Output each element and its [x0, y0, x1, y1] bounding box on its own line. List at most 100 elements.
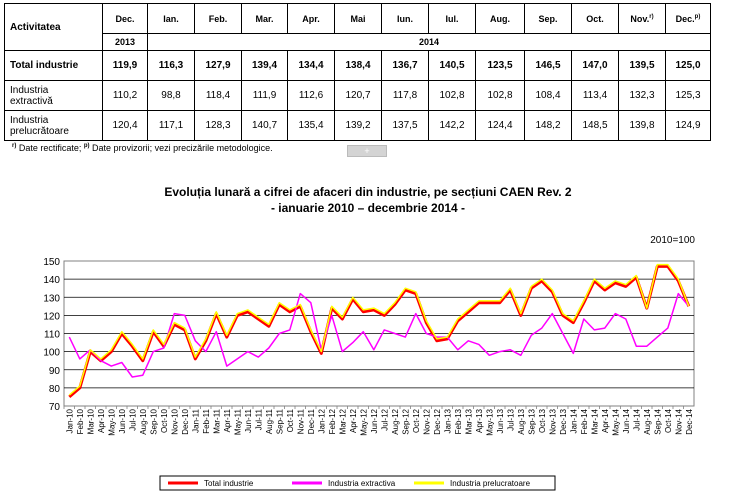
x-tick-label: May-10 [107, 408, 116, 435]
revised-mark: r) [649, 13, 654, 20]
x-tick-label: Mar-13 [464, 408, 473, 434]
x-tick-label: Jul-11 [254, 408, 263, 430]
legend-box [159, 475, 556, 491]
x-tick-label: Jun-10 [118, 408, 127, 433]
x-tick-label: Jul-14 [632, 408, 641, 430]
x-tick-label: Mar-14 [590, 408, 599, 434]
row-label-line: Industria [10, 84, 49, 96]
x-tick-label: Feb-14 [580, 408, 589, 434]
legend-label: Industria extractiva [328, 479, 396, 488]
row-label: Total industrie [4, 50, 103, 81]
y-tick-label: 110 [44, 330, 60, 341]
x-tick-label: Jul-12 [380, 408, 389, 430]
y-tick-label: 80 [49, 384, 61, 395]
table-cell: 117,1 [147, 110, 195, 141]
y-tick-label: 90 [49, 366, 61, 377]
x-tick-label: May-14 [611, 408, 620, 435]
table-cell: 128,3 [194, 110, 242, 141]
month-label: Aug. [490, 13, 510, 24]
x-tick-label: Sep-12 [401, 408, 410, 434]
month-label: Oct. [586, 13, 604, 24]
table-cell: 117,8 [381, 80, 429, 111]
year-label: 2013 [114, 37, 136, 47]
month-label: Dec. [115, 13, 135, 24]
month-header: Dec.p) [665, 3, 711, 34]
x-tick-label: Oct-11 [286, 408, 295, 432]
table-cell: 102,8 [475, 80, 525, 111]
table-cell: 135,4 [287, 110, 335, 141]
row-label: Industria prelucrătoare [4, 110, 103, 141]
expand-tab-button[interactable]: + [347, 145, 387, 157]
table-cell: 138,4 [334, 50, 382, 81]
legend-label: Industria prelucratoare [450, 479, 531, 488]
month-label: Sep. [538, 13, 558, 24]
activity-header-cell: Activitatea [4, 3, 103, 51]
footnote-text: Date rectificate; [16, 143, 84, 153]
x-tick-label: Dec-11 [307, 408, 316, 434]
x-tick-label: Jun-12 [370, 408, 379, 433]
x-tick-label: Apr-10 [97, 408, 106, 433]
table-row: Total industrie 119,9 116,3 127,9 139,4 … [4, 50, 711, 81]
x-tick-label: Feb-13 [454, 408, 463, 434]
x-tick-label: Oct-12 [412, 408, 421, 433]
x-tick-label: Apr-13 [475, 408, 484, 433]
month-label: Iun. [397, 13, 413, 24]
table-cell: 124,9 [665, 110, 711, 141]
x-tick-label: Nov-14 [674, 408, 683, 434]
x-tick-label: Mar-11 [212, 408, 221, 433]
table-cell: 125,3 [665, 80, 711, 111]
footnote: r) Date rectificate; p) Date provizorii;… [12, 143, 273, 153]
month-label: Iul. [445, 13, 459, 24]
table-cell: 124,4 [475, 110, 525, 141]
series-line-1 [68, 292, 690, 378]
table-cell: 111,9 [241, 80, 288, 111]
month-label: Mar. [255, 13, 274, 24]
x-tick-label: May-12 [359, 408, 368, 435]
table-row: Industria prelucrătoare 120,4 117,1 128,3… [4, 110, 711, 141]
row-label-text: Total industrie [10, 60, 79, 71]
table-cell: 125,0 [665, 50, 711, 81]
activity-header: Activitatea [10, 21, 61, 33]
row-label-line: Industria [10, 114, 49, 126]
x-tick-label: Feb-12 [328, 408, 337, 434]
month-label: Feb. [208, 13, 228, 24]
x-tick-label: Mar-10 [86, 408, 95, 434]
x-tick-label: Aug-14 [643, 408, 652, 434]
x-tick-label: Oct-14 [664, 408, 673, 433]
x-tick-label: Oct-10 [160, 408, 169, 433]
x-tick-label: Apr-11 [223, 408, 232, 432]
y-tick-label: 150 [43, 257, 60, 268]
y-tick-label: 100 [43, 348, 60, 359]
x-tick-label: Nov-10 [170, 408, 179, 434]
chart-title: Evoluția lunară a cifrei de afaceri din … [164, 185, 572, 199]
row-label-line: extractivă [10, 95, 53, 107]
month-header: Apr. [287, 3, 335, 34]
x-tick-label: Jan-10 [65, 408, 74, 433]
x-tick-label: Feb-10 [76, 408, 85, 434]
month-label: Apr. [302, 13, 320, 24]
table-cell: 120,7 [334, 80, 382, 111]
table-cell: 119,9 [102, 50, 148, 81]
x-tick-label: Apr-14 [601, 408, 610, 433]
base-note: 2010=100 [650, 235, 695, 246]
x-tick-label: Aug-13 [517, 408, 526, 434]
x-tick-label: Oct-13 [538, 408, 547, 433]
series-line-0 [68, 264, 691, 399]
x-tick-label: Dec-13 [559, 408, 568, 434]
x-tick-label: Mar-12 [338, 408, 347, 434]
table-cell: 136,7 [381, 50, 429, 81]
month-label: Nov. [630, 13, 650, 24]
x-tick-label: Dec-12 [433, 408, 442, 434]
table-cell: 137,5 [381, 110, 429, 141]
x-tick-label: Nov-11 [296, 408, 305, 434]
footnote-text: Date provizorii; vezi precizările metodo… [89, 143, 273, 153]
x-tick-label: Nov-13 [548, 408, 557, 434]
year-label: 2014 [418, 37, 440, 47]
x-tick-label: Dec-10 [181, 408, 190, 434]
x-tick-label: Apr-12 [349, 408, 358, 433]
x-tick-label: May-11 [233, 408, 242, 435]
x-tick-label: Nov-12 [422, 408, 431, 434]
x-tick-label: Aug-12 [391, 408, 400, 434]
x-tick-label: Sep-11 [275, 408, 284, 434]
